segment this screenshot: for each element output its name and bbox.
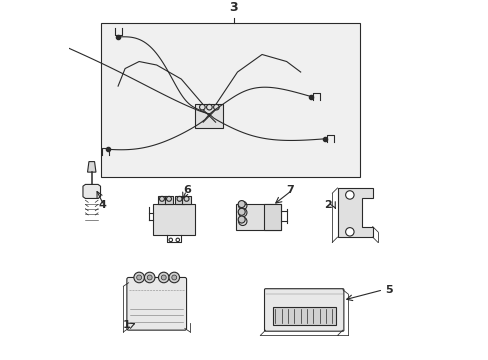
FancyBboxPatch shape [264, 289, 343, 331]
Circle shape [161, 275, 166, 280]
Bar [153, 204, 195, 235]
Circle shape [345, 191, 353, 199]
Bar [164, 196, 173, 204]
Polygon shape [337, 188, 372, 237]
Circle shape [144, 272, 155, 283]
Bar [158, 196, 166, 204]
Circle shape [137, 275, 142, 280]
Text: 5: 5 [384, 285, 392, 295]
Polygon shape [87, 162, 96, 172]
Bar [263, 204, 281, 230]
Circle shape [238, 208, 244, 215]
Text: 3: 3 [229, 1, 238, 14]
Circle shape [238, 201, 244, 208]
Text: 6: 6 [183, 185, 190, 195]
Bar [182, 196, 190, 204]
Circle shape [134, 272, 144, 283]
Circle shape [238, 216, 244, 223]
Bar [272, 307, 335, 325]
Text: 2: 2 [324, 201, 332, 211]
Bar [101, 23, 360, 177]
Bar [175, 196, 183, 204]
Polygon shape [83, 184, 101, 198]
Text: 1: 1 [122, 320, 130, 330]
Circle shape [147, 275, 152, 280]
FancyBboxPatch shape [126, 278, 186, 330]
Circle shape [169, 272, 179, 283]
Circle shape [158, 272, 169, 283]
Text: 7: 7 [286, 185, 294, 195]
Bar [235, 204, 281, 230]
Text: 4: 4 [99, 201, 106, 211]
Circle shape [345, 228, 353, 236]
Bar [195, 104, 223, 128]
Circle shape [171, 275, 176, 280]
